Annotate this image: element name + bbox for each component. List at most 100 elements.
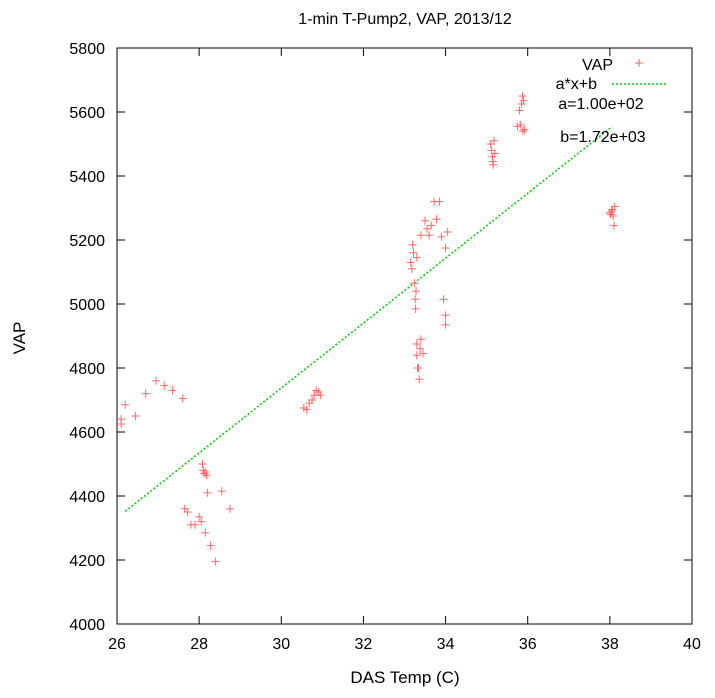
data-point: [517, 100, 526, 108]
data-point: [490, 136, 499, 145]
legend-label-vap: VAP: [582, 57, 613, 74]
data-point: [439, 295, 448, 304]
data-point: [412, 287, 420, 296]
data-point: [201, 468, 210, 476]
annotation-b: b=1.72e+03: [560, 129, 646, 146]
x-tick-label: 30: [272, 636, 290, 653]
data-point: [178, 394, 187, 403]
data-point: [160, 381, 169, 390]
legend-marker-vap: [635, 59, 643, 67]
data-point: [423, 224, 432, 233]
data-point: [609, 221, 618, 230]
data-point: [418, 349, 427, 358]
x-tick-label: 26: [108, 636, 126, 653]
data-point: [409, 248, 418, 257]
data-point: [131, 412, 140, 420]
x-tick-label: 28: [190, 636, 208, 653]
data-point: [490, 149, 499, 158]
data-point: [316, 391, 325, 400]
data-point: [425, 231, 434, 240]
data-point: [515, 106, 524, 115]
data-point: [518, 92, 527, 100]
data-point: [610, 202, 619, 211]
x-tick-label: 40: [683, 636, 701, 653]
data-point: [412, 340, 421, 348]
y-tick-label: 4200: [69, 553, 105, 570]
data-point: [432, 215, 441, 224]
legend: VAP a*x+b a=1.00e+02 b=1.72e+03: [556, 57, 666, 146]
data-point: [412, 351, 421, 360]
x-tick-label: 36: [519, 636, 537, 653]
data-point: [211, 557, 220, 566]
data-point: [407, 264, 416, 273]
data-point: [411, 295, 420, 304]
data-point: [489, 160, 498, 169]
x-tick-label: 38: [601, 636, 619, 653]
data-point: [308, 396, 317, 404]
data-point: [411, 304, 420, 313]
data-point: [441, 311, 450, 320]
x-tick-label: 32: [355, 636, 373, 653]
data-point: [441, 244, 450, 252]
y-tick-label: 4600: [69, 425, 105, 442]
y-tick-label: 5200: [69, 233, 105, 250]
y-tick-label: 5400: [69, 169, 105, 186]
y-tick-label: 5600: [69, 105, 105, 122]
data-point: [437, 232, 446, 241]
data-point: [427, 221, 436, 230]
data-point: [414, 364, 423, 372]
data-point: [312, 386, 321, 395]
x-tick-label: 34: [437, 636, 455, 653]
data-point: [410, 279, 419, 288]
data-point: [519, 96, 528, 105]
data-point: [168, 386, 177, 395]
chart-title: 1-min T-Pump2, VAP, 2013/12: [298, 11, 512, 28]
data-point: [314, 388, 323, 396]
data-point: [416, 335, 425, 344]
fit-line: [124, 126, 613, 512]
data-point: [487, 146, 496, 155]
data-point: [152, 376, 161, 385]
annotation-a: a=1.00e+02: [558, 96, 644, 113]
data-point: [518, 127, 527, 136]
data-point: [441, 320, 450, 329]
data-point: [416, 344, 425, 353]
data-point: [191, 520, 200, 529]
data-point: [206, 541, 215, 550]
data-point: [202, 471, 211, 480]
y-tick-label: 5000: [69, 297, 105, 314]
axes-frame: [116, 47, 693, 625]
data-point: [117, 420, 126, 428]
y-tick-label: 4800: [69, 361, 105, 378]
data-point: [408, 240, 417, 249]
data-point: [302, 405, 311, 414]
legend-plus-marker: [635, 59, 643, 67]
y-axis-title: VAP: [10, 322, 29, 355]
data-point: [406, 258, 415, 267]
x-axis-title: DAS Temp (C): [350, 668, 459, 687]
data-point: [195, 512, 204, 521]
data-point: [421, 216, 430, 225]
y-tick-label: 5800: [69, 41, 105, 58]
y-axis-ticks: 4000 4200 4400 4600 4800 5000 5200 5400 5600 5800: [69, 41, 692, 634]
data-point: [435, 197, 444, 206]
data-point: [486, 140, 495, 148]
data-point: [609, 212, 618, 220]
data-point: [225, 504, 234, 513]
data-point: [203, 488, 212, 497]
data-point: [412, 253, 421, 262]
plot-border: [116, 47, 693, 625]
y-tick-label: 4000: [69, 617, 105, 634]
fit-line-layer: [124, 126, 613, 512]
data-points: [117, 92, 619, 566]
data-point: [121, 400, 130, 409]
data-point: [443, 228, 452, 236]
data-point: [198, 460, 207, 468]
data-point: [201, 528, 210, 537]
data-point: [199, 466, 208, 475]
data-point: [607, 207, 616, 216]
data-point: [183, 508, 192, 516]
data-point: [197, 517, 206, 526]
y-tick-label: 4400: [69, 489, 105, 506]
